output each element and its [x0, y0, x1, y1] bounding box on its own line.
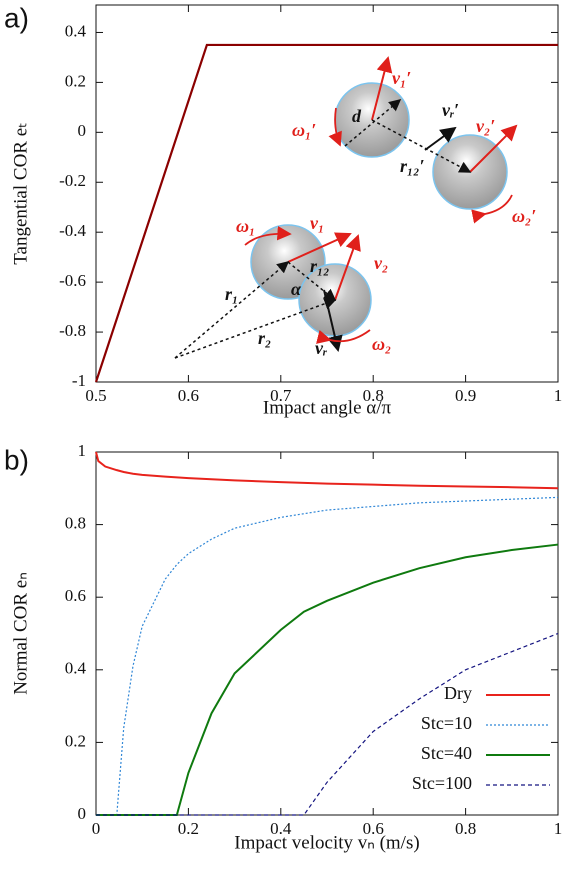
x-tick-label: 0.8 [455, 819, 476, 838]
annotation: vᵣ′ [442, 100, 459, 120]
y-tick-label: 0.8 [65, 514, 86, 533]
annotation: v₂ [374, 253, 388, 273]
legend-label: Dry [444, 683, 472, 703]
plot-frame [95, 4, 559, 383]
y-tick-label: 0.4 [65, 21, 87, 40]
y-tick-label: 0.2 [65, 71, 86, 90]
legend-label: Stc=40 [421, 743, 472, 763]
legend-label: Stc=10 [421, 713, 472, 733]
annotation: v₁ [310, 213, 324, 233]
y-axis-title: Tangential COR eₜ [10, 122, 31, 265]
panel-label: a) [4, 2, 29, 33]
y-tick-label: 0 [78, 121, 87, 140]
y-tick-label: 0.2 [65, 731, 86, 750]
x-tick-label: 0 [92, 819, 101, 838]
y-tick-label: 1 [78, 441, 87, 460]
annotation: r₁₂ [310, 256, 330, 276]
annotation: v₁′ [392, 68, 411, 88]
x-tick-label: 1 [554, 386, 563, 405]
x-tick-label: 0.8 [363, 386, 384, 405]
y-tick-label: 0.4 [65, 659, 87, 678]
collision-diagram: v₁′ d vᵣ′ v₂′ ω₁′ r₁₂′ ω₂′ ω₁ v₁ v₂ r₁₂ … [174, 56, 536, 359]
legend-label: Stc=100 [412, 773, 472, 793]
y-axis-title: Normal COR eₙ [10, 572, 31, 695]
x-tick-label: 0.7 [270, 386, 292, 405]
panel-label: b) [4, 444, 29, 475]
series-line [95, 451, 559, 490]
y-tick-label: -1 [72, 371, 86, 390]
annotation: ω₂′ [512, 206, 536, 226]
x-tick-label: 0.6 [178, 386, 199, 405]
x-axis-title: Impact angle α/π [263, 397, 392, 418]
annotation: v₂′ [476, 116, 495, 136]
series-line [96, 496, 559, 816]
y-tick-label: 0 [78, 804, 87, 823]
x-tick-label: 0.5 [85, 386, 106, 405]
annotation: α [291, 279, 302, 299]
x-tick-label: 1 [554, 819, 563, 838]
annotation: ω₁ [236, 216, 255, 236]
annotation: r₁₂′ [400, 156, 425, 176]
x-tick-label: 0.4 [270, 819, 292, 838]
series-line [96, 543, 559, 816]
annotation: r₁ [225, 284, 238, 304]
x-tick-label: 0.2 [178, 819, 199, 838]
x-tick-label: 0.6 [363, 819, 384, 838]
annotation: d [352, 106, 362, 126]
y-tick-label: -0.2 [59, 171, 86, 190]
annotation: ω₁′ [292, 120, 316, 140]
plot-frame [95, 451, 559, 816]
annotation: ω₂ [372, 334, 391, 354]
x-tick-label: 0.9 [455, 386, 476, 405]
y-tick-label: -0.4 [59, 221, 86, 240]
series-line [94, 43, 558, 383]
annotation: r₂ [258, 328, 271, 348]
series-line [96, 632, 559, 816]
y-tick-label: -0.6 [59, 271, 86, 290]
annotation: vᵣ [315, 338, 327, 358]
x-axis-title: Impact velocity vₙ (m/s) [234, 832, 419, 853]
y-tick-label: -0.8 [59, 321, 86, 340]
y-tick-label: 0.6 [65, 586, 86, 605]
